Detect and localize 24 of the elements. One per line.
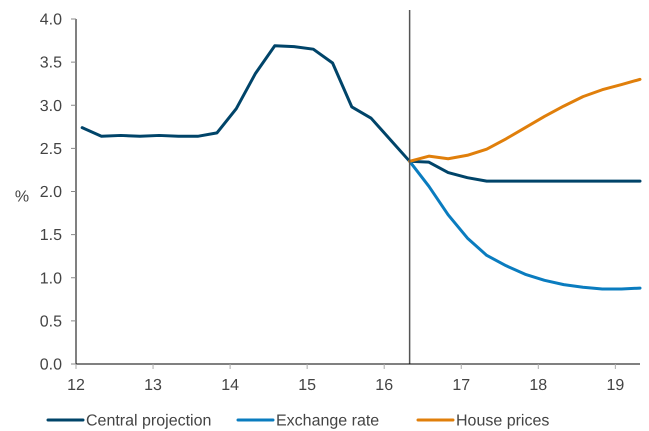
- x-tick-label: 15: [298, 377, 316, 394]
- x-tick-label: 16: [375, 377, 394, 394]
- x-tick-label: 12: [67, 377, 85, 394]
- legend-label: Central projection: [86, 412, 212, 430]
- y-axis-title: %: [14, 188, 30, 206]
- legend-label: Exchange rate: [276, 412, 380, 430]
- line-series: [80, 44, 642, 183]
- x-tick-label: 17: [452, 377, 470, 394]
- y-tick-label: 2.0: [40, 184, 62, 202]
- y-tick-label: 0.0: [40, 356, 62, 374]
- y-tick-label: 3.5: [40, 54, 62, 72]
- y-tick-label: 4.0: [40, 12, 62, 29]
- legend-label: House prices: [456, 412, 550, 430]
- y-tick-label: 1.5: [40, 227, 62, 244]
- x-tick-label: 13: [144, 377, 162, 394]
- y-tick-label: 2.5: [40, 140, 62, 158]
- y-tick-label: 3.0: [40, 98, 62, 115]
- x-tick-label: 14: [221, 377, 240, 394]
- x-tick-label: 19: [606, 377, 624, 394]
- y-tick-label: 0.5: [40, 313, 62, 330]
- line-series: [408, 160, 642, 290]
- y-tick-label: 1.0: [40, 270, 62, 288]
- line-series: [408, 78, 642, 163]
- x-tick-label: 18: [529, 377, 548, 394]
